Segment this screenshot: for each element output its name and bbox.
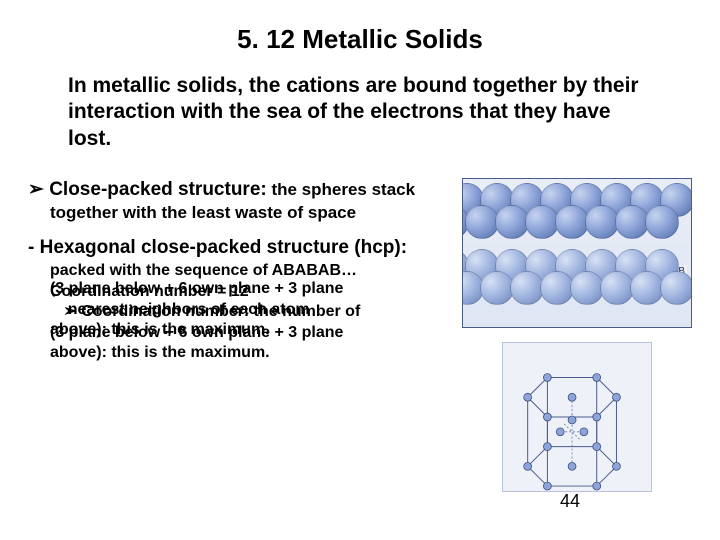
sphere-icon [495, 205, 529, 239]
sphere-icon [630, 271, 664, 305]
close-packed-desc-inline: the spheres stack [267, 180, 415, 199]
sphere-icon [465, 205, 499, 239]
close-packed-sub: together with the least waste of space [50, 203, 452, 223]
hcp-unit-cell-figure [502, 342, 652, 492]
overlap-base-line5: above): this is the maximum. [50, 343, 452, 363]
slide-title: 5. 12 Metallic Solids [28, 24, 692, 55]
hcp-svg [503, 343, 651, 491]
sphere-icon [555, 205, 589, 239]
sphere-icon [615, 205, 649, 239]
intro-paragraph: In metallic solids, the cations are boun… [28, 73, 692, 152]
sphere-icon [585, 205, 619, 239]
arrow-icon: ➢ [28, 179, 44, 200]
overlap-layer-line1: (3 plane below + 6 own plane + 3 plane [50, 279, 490, 299]
sphere-icon [600, 271, 634, 305]
layer-b-balls [469, 251, 639, 319]
slide: 5. 12 Metallic Solids In metallic solids… [0, 0, 720, 540]
overlapped-text-block: packed with the sequence of ABABAB… Coor… [50, 261, 452, 363]
page-number: 44 [560, 491, 580, 512]
text-column: ➢ Close-packed structure: the spheres st… [28, 178, 452, 364]
layer-a-balls [469, 185, 639, 253]
overlap-layer: (3 plane below + 6 own plane + 3 plane n… [50, 279, 490, 340]
sphere-icon [570, 271, 604, 305]
sphere-icon [480, 271, 514, 305]
sphere-icon [525, 205, 559, 239]
sphere-icon [510, 271, 544, 305]
overlap-layer-line3: above): this is the maximum. [50, 320, 490, 340]
hcp-heading: - Hexagonal close-packed structure (hcp)… [28, 237, 452, 259]
figure-column: Layer A Layer B [462, 178, 692, 492]
content-row: ➢ Close-packed structure: the spheres st… [28, 178, 692, 492]
close-packed-label: Close-packed structure: [49, 179, 267, 200]
overlap-layer-line2: nearest neighbors of each atom [50, 300, 490, 320]
packing-layers-figure: Layer A Layer B [462, 178, 692, 328]
close-packed-heading: ➢ Close-packed structure: the spheres st… [28, 178, 452, 201]
sphere-icon [660, 271, 692, 305]
sphere-icon [540, 271, 574, 305]
sphere-icon [645, 205, 679, 239]
